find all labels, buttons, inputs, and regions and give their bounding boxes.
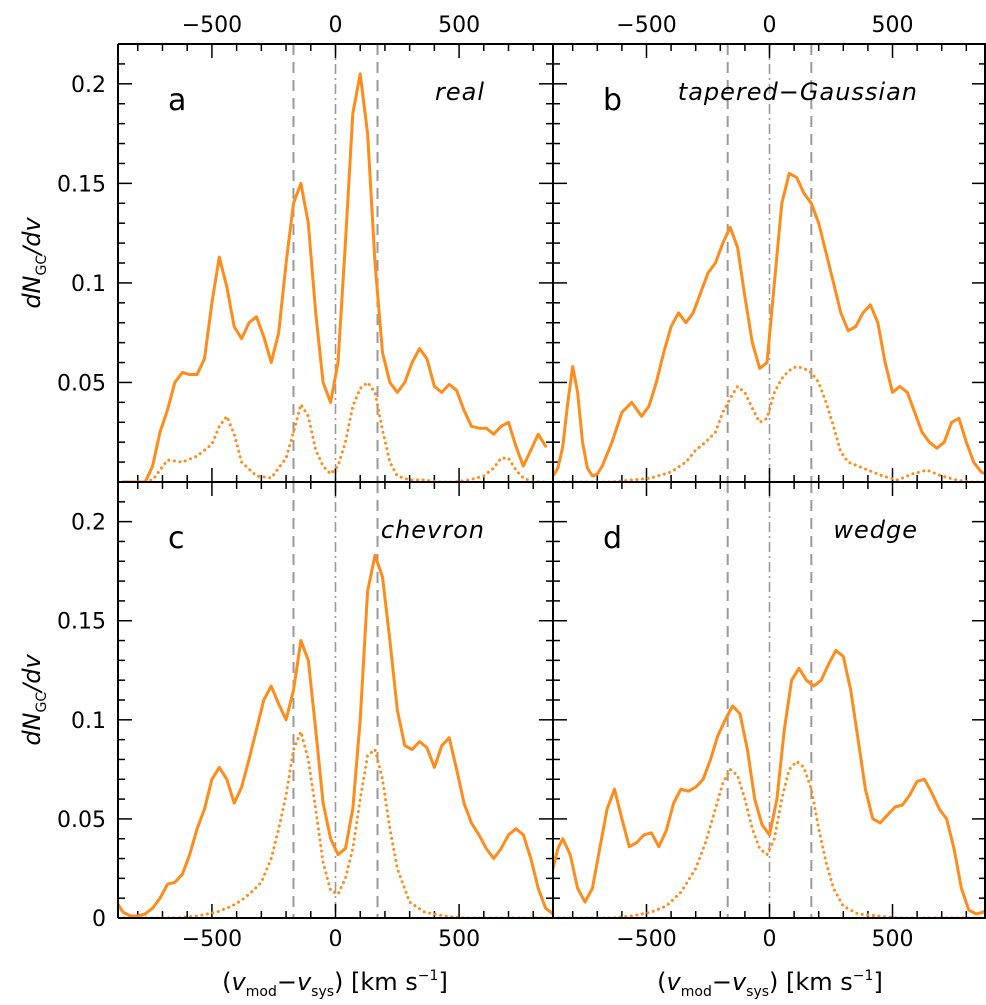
panel-a: a real 0.05 0.1 0.15 0.2 −500 0 500 <box>57 13 553 482</box>
y-tick-label: 0.15 <box>57 610 106 635</box>
y-axis-title-top: dNGC/dv <box>18 217 50 309</box>
solid-curve <box>553 171 986 478</box>
solid-curve <box>121 72 548 482</box>
x-tick-label-top: −500 <box>616 13 676 38</box>
panel-name: real <box>435 78 485 106</box>
x-axis-title-left: (vmod−vsys) [km s−1] <box>222 968 448 1000</box>
x-tick-label-bottom: −500 <box>616 927 676 952</box>
panels-group: a real 0.05 0.1 0.15 0.2 −500 0 500 b tapered−Gaus… <box>57 13 986 952</box>
x-tick-label-bottom: 500 <box>872 927 914 952</box>
x-tick-label-bottom: 500 <box>438 927 480 952</box>
dotted-curve <box>121 381 548 482</box>
panel-letter: d <box>603 521 622 556</box>
y-tick-label: 0.15 <box>57 172 106 197</box>
y-tick-label: 0.1 <box>71 709 106 734</box>
x-tick-label-bottom: 0 <box>763 927 777 952</box>
y-tick-label: 0.2 <box>71 511 106 536</box>
panel-letter: c <box>168 521 185 556</box>
y-tick-label: 0 <box>92 907 106 932</box>
x-tick-label-top: 500 <box>872 13 914 38</box>
y-tick-label: 0.1 <box>71 272 106 297</box>
y-axis-title-bottom: dNGC/dv <box>18 654 50 746</box>
x-axis-title-right: (vmod−vsys) [km s−1] <box>657 968 883 1000</box>
dotted-curve <box>118 730 553 918</box>
panel-name: chevron <box>381 516 485 544</box>
y-tick-label: 0.05 <box>57 371 106 396</box>
panel-letter: b <box>603 83 622 118</box>
panel-letter: a <box>168 83 186 118</box>
y-tick-label: 0.05 <box>57 808 106 833</box>
solid-curve <box>553 649 986 916</box>
dotted-curve <box>553 759 986 918</box>
x-tick-label-bottom: −500 <box>182 927 242 952</box>
x-tick-label-top: 0 <box>763 13 777 38</box>
dotted-curve <box>553 365 986 482</box>
panel-name: wedge <box>833 516 918 544</box>
x-tick-label-bottom: 0 <box>329 927 343 952</box>
x-tick-label-top: −500 <box>182 13 242 38</box>
solid-curve <box>118 553 553 918</box>
panel-name: tapered−Gaussian <box>678 78 918 106</box>
panel-c: c chevron 0 0.05 0.1 0.15 0.2 −500 0 500 <box>57 482 553 952</box>
y-tick-label: 0.2 <box>71 73 106 98</box>
panel-b: b tapered−Gaussian −500 0 500 <box>553 13 986 482</box>
panel-d: d wedge −500 0 500 <box>553 482 986 952</box>
x-tick-label-top: 0 <box>329 13 343 38</box>
x-tick-label-top: 500 <box>438 13 480 38</box>
